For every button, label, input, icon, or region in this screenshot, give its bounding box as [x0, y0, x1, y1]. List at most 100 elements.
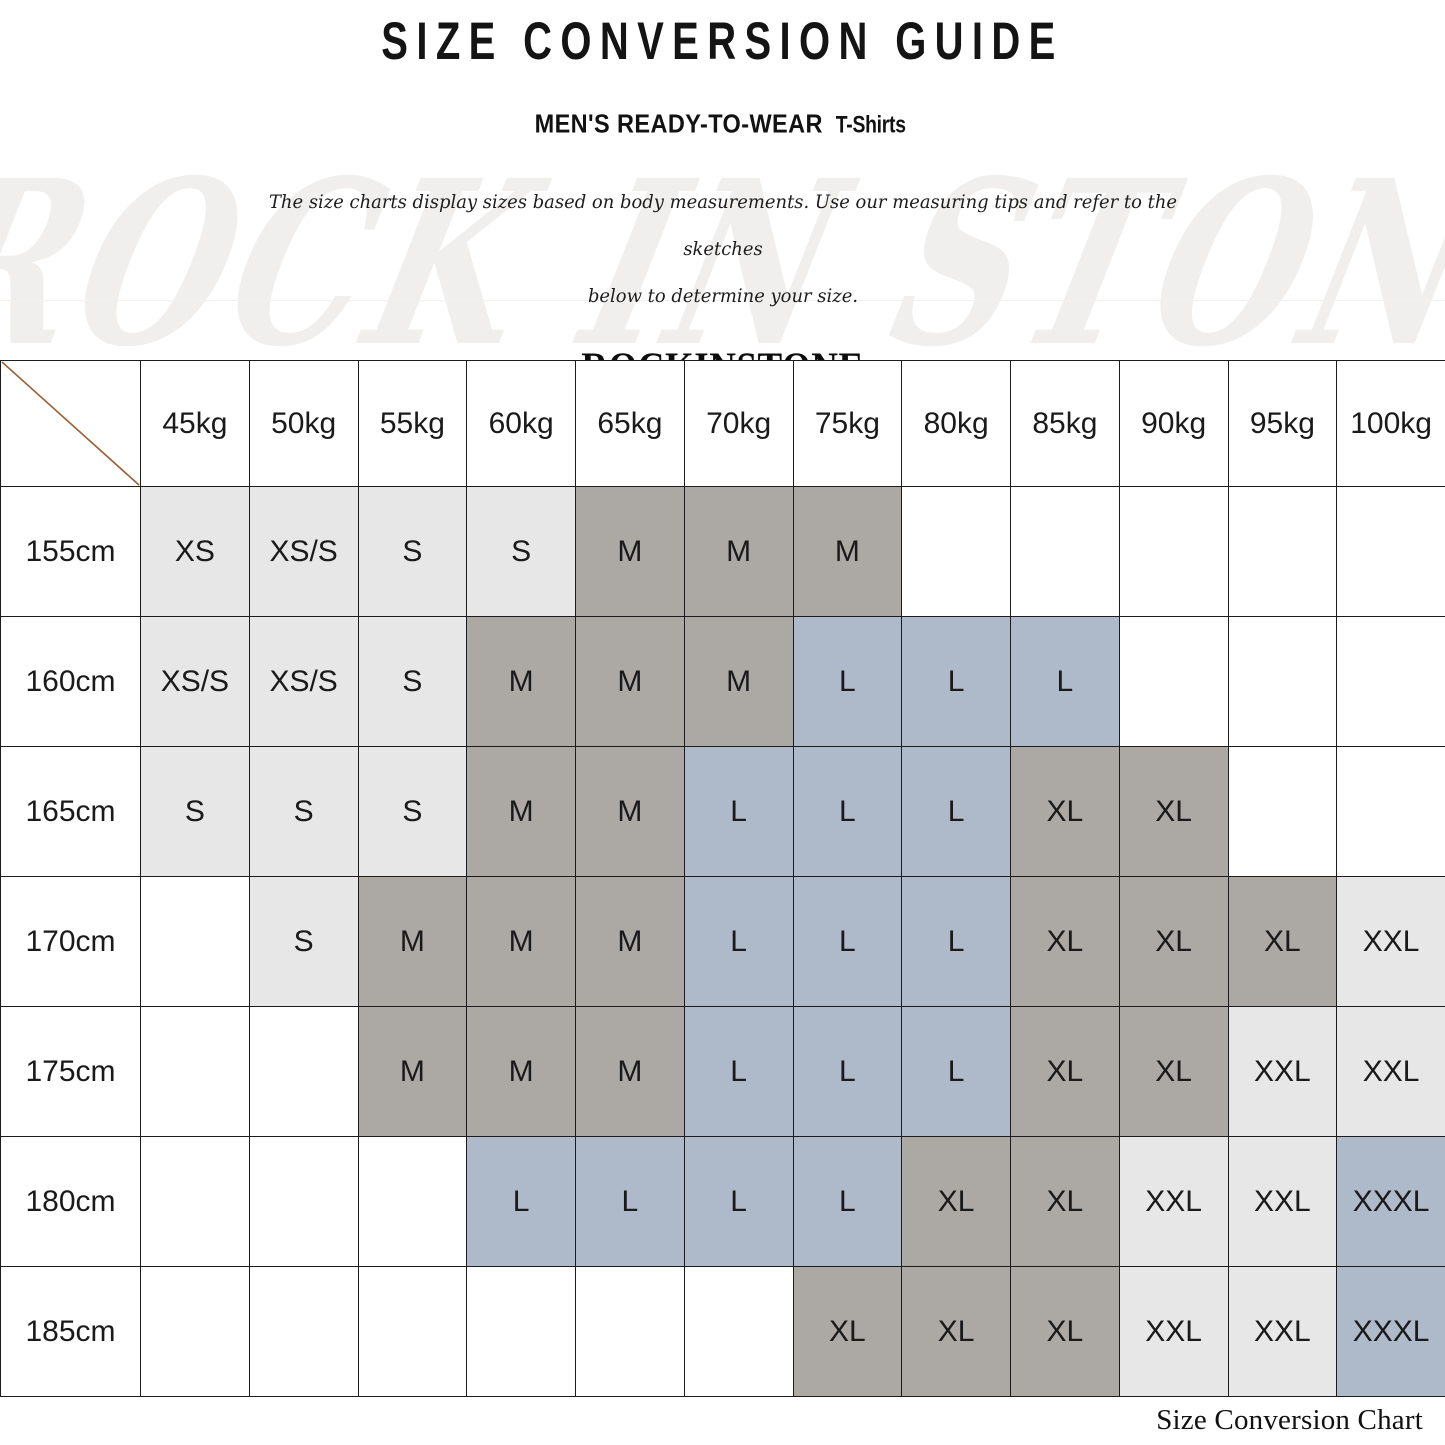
- column-header-weight: 95kg: [1227, 360, 1338, 487]
- size-cell: L: [901, 876, 1011, 1007]
- size-cell: XL: [901, 1266, 1011, 1397]
- table-row: 175cm M M M L L L XL XL XXL XXL: [0, 1006, 1445, 1137]
- size-cell: XL: [1118, 1006, 1229, 1137]
- column-header-weight: 70kg: [683, 360, 794, 487]
- size-cell: XXXL: [1336, 1266, 1445, 1397]
- size-cell-empty: [1336, 746, 1445, 877]
- size-cell: L: [1010, 616, 1120, 747]
- size-cell-empty: [1227, 616, 1338, 747]
- intro-paragraph: The size charts display sizes based on b…: [233, 179, 1213, 321]
- size-cell-empty: [357, 1266, 468, 1397]
- column-header-weight: 55kg: [357, 360, 468, 487]
- subtitle-category: MEN'S READY-TO-WEAR: [534, 109, 823, 139]
- column-header-weight: 50kg: [248, 360, 359, 487]
- size-cell: L: [792, 1136, 903, 1267]
- size-cell: L: [575, 1136, 685, 1267]
- size-cell-empty: [1227, 746, 1338, 877]
- column-header-weight: 90kg: [1118, 360, 1229, 487]
- size-cell: L: [792, 876, 903, 1007]
- table-row: 165cm S S S M M L L L XL XL: [0, 746, 1445, 877]
- size-cell: XXL: [1336, 1006, 1445, 1137]
- row-header-height: 155cm: [0, 486, 141, 617]
- size-cell-empty: [140, 1136, 250, 1267]
- size-cell: M: [575, 1006, 685, 1137]
- size-cell: XS/S: [248, 616, 359, 747]
- document-header: SIZE CONVERSION GUIDE MEN'S READY-TO-WEA…: [0, 0, 1445, 391]
- table-row: 170cm S M M M L L L XL XL XL XXL: [0, 876, 1445, 1007]
- size-cell: L: [683, 1006, 794, 1137]
- size-cell-empty: [357, 1136, 468, 1267]
- size-cell: XL: [1227, 876, 1338, 1007]
- subtitle: MEN'S READY-TO-WEAR T-Shirts: [0, 109, 1445, 139]
- size-cell-empty: [1336, 486, 1445, 617]
- table-header: 45kg 50kg 55kg 60kg 65kg 70kg 75kg 80kg 85kg 90kg…: [0, 360, 1445, 487]
- size-cell: L: [466, 1136, 576, 1267]
- size-cell: XXL: [1227, 1136, 1338, 1267]
- row-header-height: 160cm: [0, 616, 141, 747]
- size-cell: M: [575, 746, 685, 877]
- size-cell-empty: [901, 486, 1011, 617]
- size-cell: S: [248, 746, 359, 877]
- size-cell: XL: [1010, 1266, 1120, 1397]
- size-cell-empty: [575, 1266, 685, 1397]
- column-header-weight: 65kg: [575, 360, 685, 487]
- size-cell: L: [901, 616, 1011, 747]
- size-cell-empty: [1118, 616, 1229, 747]
- size-cell: L: [901, 746, 1011, 877]
- size-cell: L: [683, 746, 794, 877]
- size-cell: M: [466, 616, 576, 747]
- table-row: 185cm XL XL XL XXL XXL XXXL: [0, 1266, 1445, 1397]
- size-cell: XS: [140, 486, 250, 617]
- size-cell: L: [792, 746, 903, 877]
- page-title: SIZE CONVERSION GUIDE: [381, 12, 1064, 72]
- size-cell: XL: [1118, 746, 1229, 877]
- size-conversion-table: 45kg 50kg 55kg 60kg 65kg 70kg 75kg 80kg 85kg 90kg…: [0, 360, 1445, 1397]
- size-cell: M: [575, 486, 685, 617]
- size-cell: M: [466, 746, 576, 877]
- intro-line-2: below to determine your size.: [587, 286, 858, 308]
- size-cell-empty: [1336, 616, 1445, 747]
- chart-caption: Size Conversion Chart: [1156, 1404, 1423, 1436]
- size-cell: XL: [1010, 876, 1120, 1007]
- size-cell: M: [575, 616, 685, 747]
- size-cell: M: [357, 1006, 468, 1137]
- size-cell: XXL: [1118, 1136, 1229, 1267]
- size-cell-empty: [466, 1266, 576, 1397]
- size-cell: L: [901, 1006, 1011, 1137]
- size-chart-container: 45kg 50kg 55kg 60kg 65kg 70kg 75kg 80kg 85kg 90kg…: [0, 360, 1445, 1397]
- row-header-height: 170cm: [0, 876, 141, 1007]
- column-header-weight: 100kg: [1336, 360, 1445, 487]
- column-header-weight: 80kg: [901, 360, 1011, 487]
- size-cell: XXL: [1227, 1266, 1338, 1397]
- size-cell: L: [683, 876, 794, 1007]
- size-cell-empty: [140, 1266, 250, 1397]
- size-cell: XL: [901, 1136, 1011, 1267]
- column-header-weight: 75kg: [792, 360, 903, 487]
- size-cell: XXL: [1336, 876, 1445, 1007]
- size-cell: S: [140, 746, 250, 877]
- size-cell: XL: [1010, 1006, 1120, 1137]
- table-row: 155cm XS XS/S S S M M M: [0, 486, 1445, 617]
- row-header-height: 175cm: [0, 1006, 141, 1137]
- size-cell: S: [466, 486, 576, 617]
- size-cell: M: [466, 876, 576, 1007]
- size-cell: M: [792, 486, 903, 617]
- size-cell: L: [792, 1006, 903, 1137]
- size-cell: M: [357, 876, 468, 1007]
- size-cell-empty: [1118, 486, 1229, 617]
- size-cell: XL: [1010, 1136, 1120, 1267]
- size-cell: XXL: [1227, 1006, 1338, 1137]
- table-row: 160cm XS/S XS/S S M M M L L L: [0, 616, 1445, 747]
- row-header-height: 180cm: [0, 1136, 141, 1267]
- size-cell: L: [792, 616, 903, 747]
- size-cell: XXXL: [1336, 1136, 1445, 1267]
- size-cell: M: [683, 486, 794, 617]
- table-header-row: 45kg 50kg 55kg 60kg 65kg 70kg 75kg 80kg 85kg 90kg…: [0, 360, 1445, 487]
- size-cell: M: [466, 1006, 576, 1137]
- size-cell-empty: [248, 1006, 359, 1137]
- column-header-weight: 45kg: [140, 360, 250, 487]
- table-row: 180cm L L L L XL XL XXL XXL XXXL: [0, 1136, 1445, 1267]
- size-cell: S: [357, 486, 468, 617]
- size-cell-empty: [140, 1006, 250, 1137]
- size-cell: S: [357, 746, 468, 877]
